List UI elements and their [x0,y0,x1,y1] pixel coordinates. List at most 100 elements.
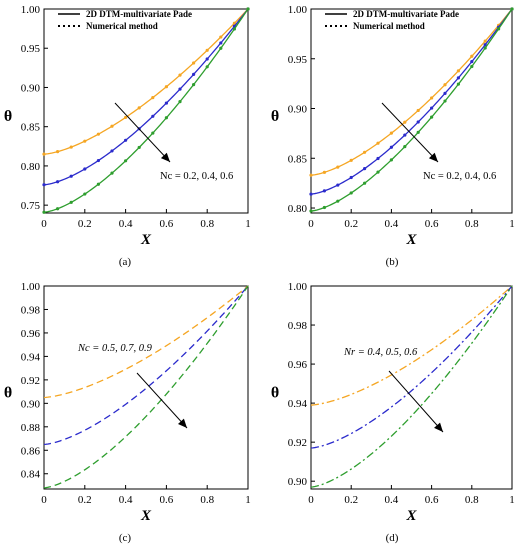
series-point-blue [178,87,182,91]
y-tick-label: 1.00 [21,4,41,16]
series-point-blue [403,133,407,137]
series-point-green [443,99,447,103]
series-point-blue [336,183,340,187]
series-point-blue [83,167,87,171]
trend-arrow-shaft [136,372,188,429]
series-point-blue [309,192,313,196]
legend-solid-label: 2D DTM-multivariate Pade [86,9,192,19]
series-line-blue [310,8,513,195]
series-point-orange [232,21,236,25]
series-point-orange [349,158,353,162]
x-tick-label: 0.4 [119,494,133,506]
series-point-orange [483,39,487,43]
trend-arrow-shaft [114,102,171,163]
trend-arrow-shaft [388,370,444,433]
y-tick-label: 0.96 [288,359,308,371]
y-tick-label: 0.95 [21,43,41,55]
y-tick-label: 0.75 [21,200,41,212]
y-tick-label: 0.80 [288,203,308,215]
series-point-blue [363,167,367,171]
series-point-orange [443,83,447,87]
series-point-blue [192,72,196,76]
y-tick-label: 0.90 [21,398,41,410]
y-axis-label: θ [271,108,279,125]
legend-solid-label: 2D DTM-multivariate Pade [353,9,459,19]
series-point-green [309,209,313,213]
series-point-green [363,181,367,185]
y-tick-label: 1.00 [288,281,308,293]
x-axis-label: X [140,232,152,248]
series-point-green [376,170,380,174]
x-tick-label: 0.4 [119,218,133,230]
series-point-blue [430,106,434,110]
plot-frame [310,285,513,490]
legend-dotted-label: Numerical method [353,21,425,31]
x-tick-label: 0.6 [425,218,439,230]
series-point-green [336,199,340,203]
x-tick-label: 0.8 [200,218,214,230]
series-point-blue [416,120,420,124]
series-point-blue [456,76,460,80]
series-point-green [137,145,141,150]
series-point-orange [219,35,223,39]
series-line-green [310,8,513,212]
y-tick-label: 0.95 [288,54,308,66]
series-point-blue [389,145,393,149]
x-tick-label: 0.2 [78,218,92,230]
series-point-green [164,116,168,120]
x-tick-label: 1 [245,494,251,506]
series-point-orange [151,96,155,100]
panel-caption: (b) [386,256,399,268]
parameter-annotation: Nc = 0.2, 0.4, 0.6 [423,171,496,182]
x-tick-label: 0.2 [78,494,92,506]
y-tick-label: 0.85 [21,122,41,134]
series-line-blue [43,285,249,446]
series-point-orange [416,108,420,113]
series-line-orange [310,285,513,406]
legend-dotted-label: Numerical method [86,21,158,31]
parameter-annotation: Nc = 0.2, 0.4, 0.6 [160,171,233,182]
plot-frame [43,8,249,214]
series-line-green [43,285,249,489]
y-axis-label: θ [271,385,279,402]
series-point-orange [336,165,340,169]
series-point-orange [192,61,196,65]
series-point-orange [96,132,100,136]
x-tick-label: 0 [308,218,314,230]
panel-caption: (a) [119,256,132,268]
x-axis-label: X [405,232,417,248]
x-tick-label: 0.8 [465,494,479,506]
y-tick-label: 0.94 [21,351,41,363]
x-tick-label: 0.4 [385,494,399,506]
x-tick-label: 0.8 [200,494,214,506]
series-point-blue [151,114,155,118]
series-point-green [69,200,73,204]
series-point-blue [96,158,100,163]
y-tick-label: 0.86 [21,445,41,457]
x-tick-label: 1 [509,494,515,506]
series-point-orange [42,152,46,156]
panel-c: 0.84 0.86 0.88 0.90 0.92 0.94 0.96 0.98 1.00 0 0.2… [4,281,251,544]
y-tick-label: 0.98 [21,304,41,316]
series-point-orange [137,106,141,110]
panel-d: 0.90 0.92 0.94 0.96 0.98 1.00 0 0.2 0.4 0.6 0.8 1 Xθ… [271,281,515,544]
series-point-orange [178,73,182,77]
y-tick-label: 1.00 [288,4,308,16]
series-line-orange [310,8,513,176]
series-point-green [219,46,223,50]
series-line-orange [43,8,249,155]
x-tick-label: 0.6 [425,494,439,506]
series-point-green [510,7,514,11]
series-point-orange [456,69,460,73]
series-point-green [483,46,487,50]
series-point-green [178,99,182,104]
panel-caption: (d) [386,532,399,544]
series-point-green [83,192,87,196]
y-axis-label: θ [4,385,12,402]
series-point-orange [110,124,114,128]
series-point-blue [42,183,46,187]
x-tick-label: 0 [41,494,47,506]
x-tick-label: 1 [245,218,251,230]
y-tick-label: 0.92 [288,437,307,449]
